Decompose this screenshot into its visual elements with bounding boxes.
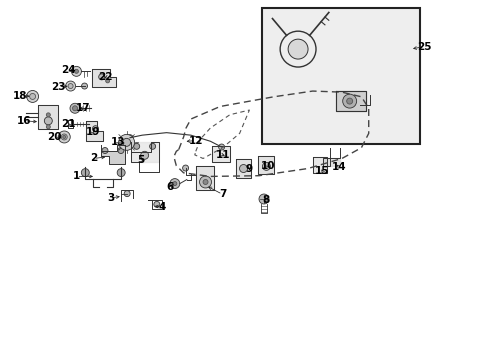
Polygon shape xyxy=(313,157,327,173)
Circle shape xyxy=(172,181,177,185)
Text: 12: 12 xyxy=(188,136,203,145)
Text: 13: 13 xyxy=(110,138,125,147)
Circle shape xyxy=(287,39,307,59)
Circle shape xyxy=(72,106,77,111)
Text: 9: 9 xyxy=(245,164,252,174)
Circle shape xyxy=(92,126,98,132)
Text: 19: 19 xyxy=(85,127,100,136)
Polygon shape xyxy=(92,69,115,87)
Circle shape xyxy=(169,179,180,189)
Circle shape xyxy=(62,135,65,139)
Circle shape xyxy=(122,138,130,146)
Circle shape xyxy=(30,94,36,99)
Text: 14: 14 xyxy=(331,162,346,172)
Circle shape xyxy=(133,143,140,149)
Circle shape xyxy=(127,135,133,141)
Circle shape xyxy=(61,134,67,140)
Circle shape xyxy=(102,148,108,153)
Text: 23: 23 xyxy=(51,82,65,92)
Text: 8: 8 xyxy=(262,195,269,205)
Circle shape xyxy=(81,83,87,89)
Circle shape xyxy=(71,66,81,76)
Circle shape xyxy=(346,98,352,104)
Circle shape xyxy=(65,81,76,91)
Circle shape xyxy=(44,117,52,125)
Text: 4: 4 xyxy=(158,202,165,212)
Text: 18: 18 xyxy=(13,91,28,101)
Polygon shape xyxy=(323,158,339,166)
Circle shape xyxy=(105,79,109,83)
Circle shape xyxy=(262,162,270,170)
Polygon shape xyxy=(258,156,274,174)
Circle shape xyxy=(58,131,70,143)
Text: 6: 6 xyxy=(166,182,174,192)
Polygon shape xyxy=(85,121,103,141)
Circle shape xyxy=(218,144,224,150)
Circle shape xyxy=(117,168,125,177)
Circle shape xyxy=(46,125,50,129)
Text: 24: 24 xyxy=(61,64,75,75)
Text: 2: 2 xyxy=(90,153,97,163)
Text: 22: 22 xyxy=(98,72,113,82)
Circle shape xyxy=(46,113,50,117)
Circle shape xyxy=(141,151,148,159)
Circle shape xyxy=(81,168,89,177)
Circle shape xyxy=(74,69,78,73)
Polygon shape xyxy=(130,142,158,162)
Circle shape xyxy=(124,191,130,197)
Polygon shape xyxy=(195,166,213,190)
Text: 20: 20 xyxy=(47,132,61,142)
Circle shape xyxy=(199,176,211,188)
Circle shape xyxy=(70,103,80,113)
Circle shape xyxy=(99,74,104,80)
Circle shape xyxy=(203,180,207,184)
Circle shape xyxy=(259,194,268,204)
Circle shape xyxy=(119,134,134,150)
Polygon shape xyxy=(38,105,58,129)
Text: 7: 7 xyxy=(219,189,226,199)
Circle shape xyxy=(68,84,73,89)
Circle shape xyxy=(26,90,39,103)
Text: 16: 16 xyxy=(17,116,32,126)
Text: 10: 10 xyxy=(260,161,275,171)
Circle shape xyxy=(149,143,155,149)
Polygon shape xyxy=(335,91,365,111)
Polygon shape xyxy=(101,144,124,165)
Text: 15: 15 xyxy=(315,166,329,176)
Circle shape xyxy=(154,201,160,207)
Text: 5: 5 xyxy=(137,155,144,165)
Text: 11: 11 xyxy=(215,150,229,160)
Text: 21: 21 xyxy=(61,120,75,129)
Bar xyxy=(261,8,419,144)
Text: 25: 25 xyxy=(417,42,431,51)
Polygon shape xyxy=(235,158,251,179)
Text: 17: 17 xyxy=(75,103,90,113)
Text: 3: 3 xyxy=(107,193,114,203)
Circle shape xyxy=(182,165,188,171)
Circle shape xyxy=(118,148,123,153)
Text: 1: 1 xyxy=(73,171,80,181)
Polygon shape xyxy=(211,146,229,162)
Circle shape xyxy=(342,94,356,108)
Circle shape xyxy=(239,165,247,172)
